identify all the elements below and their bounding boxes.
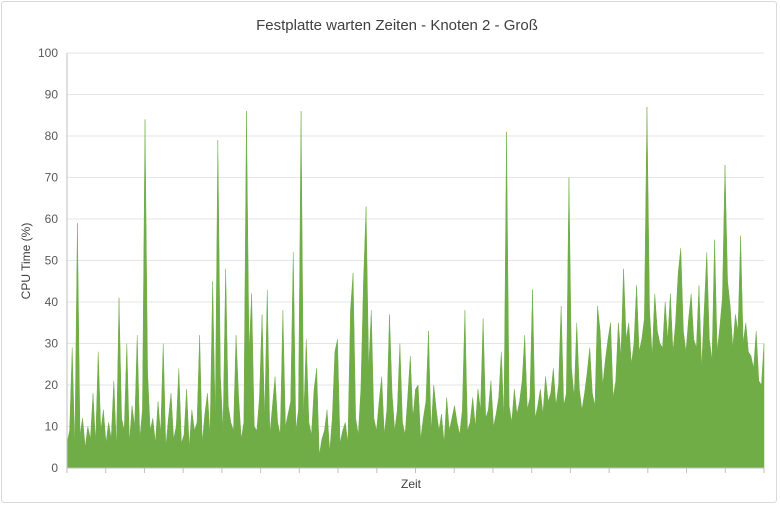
x-axis <box>66 53 765 473</box>
chart-title: Festplatte warten Zeiten - Knoten 2 - Gr… <box>256 17 538 34</box>
y-tick-label: 0 <box>51 461 58 475</box>
y-tick-label: 80 <box>45 129 59 143</box>
series-area <box>66 106 765 469</box>
y-tick-label: 100 <box>38 46 58 60</box>
y-tick-label: 40 <box>45 295 59 309</box>
y-axis-title: CPU Time (%) <box>19 223 33 300</box>
x-axis-title: Zeit <box>401 477 422 491</box>
y-tick-label: 50 <box>45 254 59 268</box>
y-tick-label: 30 <box>45 337 59 351</box>
y-tick-label: 70 <box>45 171 59 185</box>
y-axis-ticks: 0 10 20 30 40 50 60 70 80 90 100 <box>38 46 58 475</box>
y-tick-label: 20 <box>45 378 59 392</box>
y-tick-label: 90 <box>45 88 59 102</box>
y-tick-label: 10 <box>45 420 59 434</box>
series-layer <box>66 106 765 469</box>
y-tick-label: 60 <box>45 212 59 226</box>
